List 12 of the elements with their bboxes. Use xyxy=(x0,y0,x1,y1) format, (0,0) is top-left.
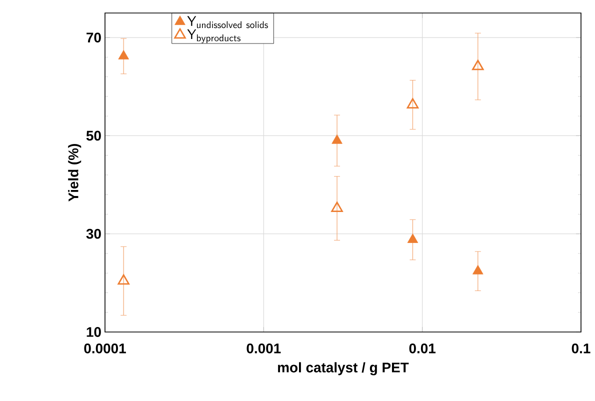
y-tick-label: 30 xyxy=(86,228,101,239)
x-tick-label: 0.0001 xyxy=(84,343,126,354)
y-tick-label: 70 xyxy=(86,32,101,42)
y-tick-label: 10 xyxy=(86,327,101,337)
x-tick-label: 0.1 xyxy=(572,343,590,354)
x-axis-title: mol catalyst / g PET xyxy=(278,362,409,376)
y-tick-label: 50 xyxy=(86,130,101,141)
y-axis-title: Yield (%) xyxy=(68,144,82,202)
x-tick-label: 0.001 xyxy=(246,343,281,354)
x-tick-label: 0.01 xyxy=(409,343,436,354)
legend-label: $\mathsf{Y}_{\mathsf{byproducts}}$ xyxy=(187,29,240,44)
legend-label: $\mathsf{Y}_{\mathsf{undissolved\ solids}}$ xyxy=(187,16,268,28)
